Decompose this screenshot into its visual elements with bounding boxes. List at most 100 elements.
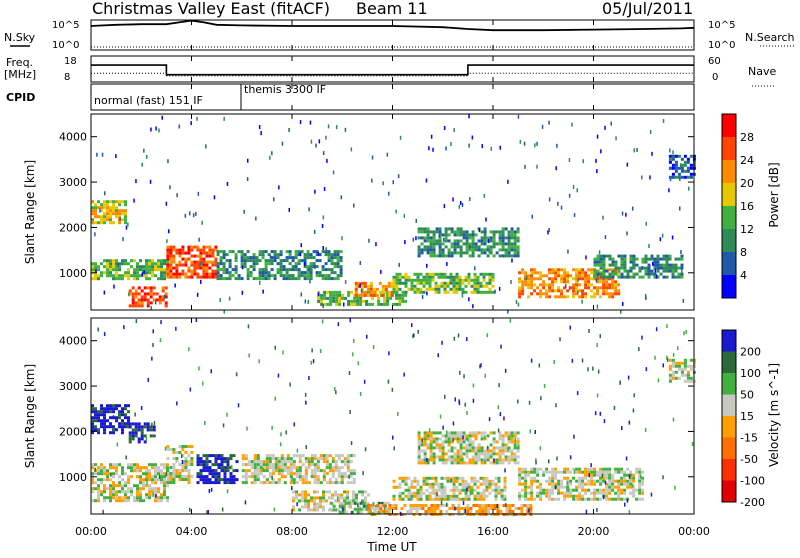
heatmap-cell bbox=[587, 286, 591, 290]
heatmap-scatter-cell bbox=[273, 507, 276, 512]
heatmap-cell bbox=[569, 488, 573, 492]
heatmap-cell bbox=[115, 472, 118, 476]
heatmap-cell bbox=[524, 280, 528, 284]
heatmap-cell bbox=[479, 281, 483, 285]
heatmap-cell bbox=[563, 268, 567, 272]
heatmap-cell bbox=[286, 466, 290, 470]
heatmap-cell bbox=[316, 502, 319, 506]
heatmap-cell bbox=[459, 233, 463, 237]
heatmap-cell bbox=[166, 259, 169, 263]
heatmap-cell bbox=[139, 493, 142, 497]
heatmap-cell bbox=[445, 510, 449, 513]
heatmap-cell bbox=[100, 410, 103, 414]
heatmap-scatter-cell bbox=[588, 473, 590, 478]
heatmap-cell bbox=[190, 272, 194, 276]
heatmap-cell bbox=[219, 268, 223, 272]
heatmap-cell bbox=[430, 507, 434, 510]
heatmap-cell bbox=[455, 290, 459, 294]
heatmap-cell bbox=[475, 510, 479, 513]
heatmap-cell bbox=[234, 271, 238, 275]
heatmap-cell bbox=[398, 476, 402, 480]
heatmap-cell bbox=[438, 233, 442, 237]
heatmap-cell bbox=[611, 497, 615, 501]
heatmap-cell bbox=[483, 227, 487, 231]
heatmap-cell bbox=[361, 499, 364, 503]
heatmap-cell bbox=[581, 295, 585, 299]
heatmap-cell bbox=[491, 284, 495, 288]
heatmap-cell bbox=[480, 437, 484, 441]
heatmap-cell bbox=[557, 485, 561, 489]
heatmap-cell bbox=[611, 488, 615, 492]
heatmap-cell bbox=[398, 497, 402, 501]
heatmap-cell bbox=[668, 154, 672, 158]
heatmap-cell bbox=[453, 233, 457, 237]
heatmap-cell bbox=[271, 469, 275, 473]
heatmap-cell bbox=[253, 475, 257, 479]
heatmap-cell bbox=[608, 263, 612, 267]
heatmap-cell bbox=[428, 476, 432, 480]
heatmap-cell bbox=[214, 481, 218, 485]
heatmap-scatter-cell bbox=[472, 383, 475, 388]
heatmap-cell bbox=[157, 469, 160, 473]
heatmap-cell bbox=[276, 256, 280, 260]
heatmap-scatter-cell bbox=[631, 483, 634, 488]
heatmap-cell bbox=[217, 472, 221, 476]
heatmap-cell bbox=[340, 481, 344, 485]
heatmap-cell bbox=[145, 478, 148, 482]
heatmap-cell bbox=[136, 262, 139, 266]
heatmap-cell bbox=[187, 481, 191, 484]
heatmap-cell bbox=[335, 302, 339, 306]
heatmap-cell bbox=[435, 455, 439, 459]
heatmap-cell bbox=[211, 469, 215, 473]
heatmap-cell bbox=[587, 482, 591, 486]
heatmap-cell bbox=[554, 473, 558, 477]
heatmap-cell bbox=[310, 496, 313, 500]
heatmap-cell bbox=[294, 277, 298, 281]
heatmap-scatter-cell bbox=[568, 193, 571, 198]
heatmap-cell bbox=[118, 262, 121, 266]
heatmap-cell bbox=[474, 446, 478, 450]
heatmap-cell bbox=[283, 475, 287, 479]
heatmap-cell bbox=[614, 266, 618, 270]
heatmap-cell bbox=[513, 248, 517, 252]
heatmap-cell bbox=[338, 510, 342, 514]
heatmap-cell bbox=[217, 481, 221, 485]
heatmap-cell bbox=[271, 454, 275, 458]
heatmap-cell bbox=[118, 481, 121, 485]
heatmap-cell bbox=[395, 287, 399, 291]
heatmap-cell bbox=[304, 460, 308, 464]
heatmap-cell bbox=[157, 466, 160, 470]
heatmap-cell bbox=[246, 256, 250, 260]
heatmap-cell bbox=[398, 287, 402, 291]
heatmap-scatter-cell bbox=[258, 359, 260, 364]
heatmap-cell bbox=[510, 233, 514, 237]
heatmap-scatter-cell bbox=[359, 392, 362, 396]
heatmap-cell bbox=[359, 299, 363, 303]
heatmap-cell bbox=[148, 259, 151, 263]
heatmap-cell bbox=[518, 482, 522, 486]
heatmap-cell bbox=[433, 507, 437, 510]
heatmap-scatter-cell bbox=[348, 474, 350, 479]
heatmap-scatter-cell bbox=[397, 174, 400, 179]
heatmap-cell bbox=[97, 206, 100, 210]
heatmap-cell bbox=[602, 476, 606, 480]
heatmap-cell bbox=[214, 469, 218, 473]
heatmap-cell bbox=[632, 266, 636, 270]
heatmap-cell bbox=[438, 458, 442, 462]
heatmap-cell bbox=[554, 274, 558, 278]
heatmap-cell bbox=[443, 275, 447, 279]
heatmap-cell bbox=[471, 233, 475, 237]
heatmap-cell bbox=[363, 290, 367, 294]
heatmap-cell bbox=[514, 507, 518, 510]
heatmap-cell bbox=[321, 268, 325, 272]
heatmap-cell bbox=[164, 286, 168, 290]
heatmap-cell bbox=[683, 379, 687, 383]
heatmap-cell bbox=[163, 259, 166, 263]
heatmap-cell bbox=[297, 274, 301, 278]
date-label: 05/Jul/2011 bbox=[602, 0, 693, 18]
heatmap-cell bbox=[169, 472, 173, 475]
heatmap-cell bbox=[423, 461, 427, 465]
heatmap-cell bbox=[354, 284, 358, 288]
